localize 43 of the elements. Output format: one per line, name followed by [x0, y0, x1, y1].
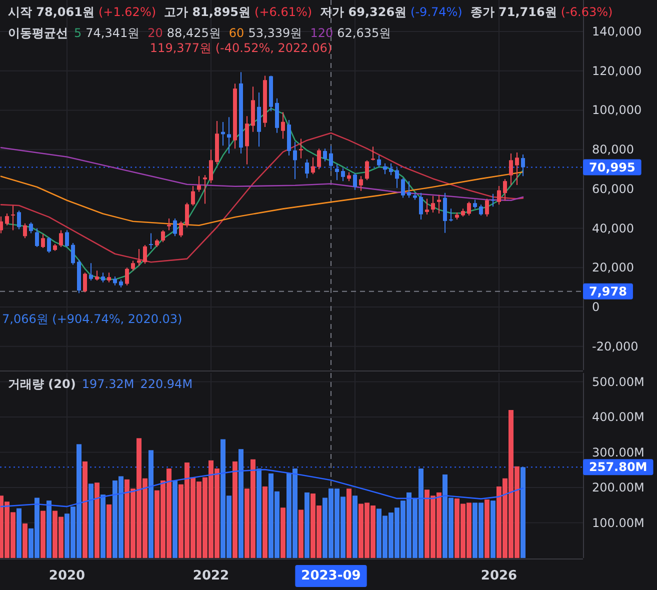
annotation: 7,066원 (+904.74%, 2020.03) — [2, 312, 182, 326]
annotation: (-6.63%) — [560, 5, 613, 19]
annotation: 197.32M — [82, 377, 134, 391]
ref-line-label: 7,978 — [589, 284, 627, 298]
y-tick-label: 60,000 — [592, 182, 634, 196]
y-tick-label: 80,000 — [592, 142, 634, 157]
annotation: 220.94M — [140, 377, 193, 391]
annotation: 53,339원 — [248, 26, 302, 40]
annotation: 저가 69,326원 — [320, 5, 407, 19]
y-tick-label: 40,000 — [592, 221, 634, 236]
y-tick-label: 120,000 — [592, 64, 642, 78]
y-tick-label: 500.00M — [592, 374, 644, 389]
annotation: (+1.62%) — [98, 5, 156, 19]
x-tick-label: 2026 — [480, 568, 518, 584]
annotation: (-9.74%) — [410, 5, 462, 19]
x-tick-label: 2020 — [48, 568, 86, 584]
annotation: 시작 78,061원 — [8, 5, 94, 19]
annotation: 119,377원 (-40.52%, 2022.06) — [150, 41, 332, 56]
x-tick-label: 2022 — [192, 568, 230, 584]
y-tick-label: -20,000 — [592, 339, 638, 354]
y-tick-label: 20,000 — [592, 260, 634, 275]
text: 120 — [310, 26, 334, 40]
y-tick-label: 100.00M — [592, 516, 644, 530]
legend-title: 거래량 (20) — [8, 377, 76, 391]
annotation: 88,425원 — [166, 26, 221, 40]
text: 5 — [74, 26, 82, 40]
y-tick-label: 400.00M — [592, 410, 644, 424]
legend-title: 이동평균선 — [8, 26, 68, 40]
annotation: 74,341원 — [86, 26, 140, 40]
y-tick-label: 100,000 — [592, 103, 642, 118]
y-tick-label: 0 — [592, 300, 600, 314]
y-tick-label: 200.00M — [592, 480, 644, 495]
annotation: (+6.61%) — [254, 5, 312, 19]
annotation: 종가 71,716원 — [470, 5, 557, 19]
annotation: 62,635원 — [337, 26, 392, 40]
ref-line-label: 257.80M — [589, 460, 648, 474]
y-tick-label: 140,000 — [592, 24, 642, 38]
ref-line-label: 70,995 — [589, 160, 636, 174]
ref-line-label: 2023-09 — [301, 568, 361, 584]
text: 20 — [148, 26, 163, 40]
annotation: 고가 81,895원 — [164, 5, 251, 19]
y-tick-label: 300.00M — [592, 445, 644, 460]
text: 60 — [228, 26, 244, 40]
